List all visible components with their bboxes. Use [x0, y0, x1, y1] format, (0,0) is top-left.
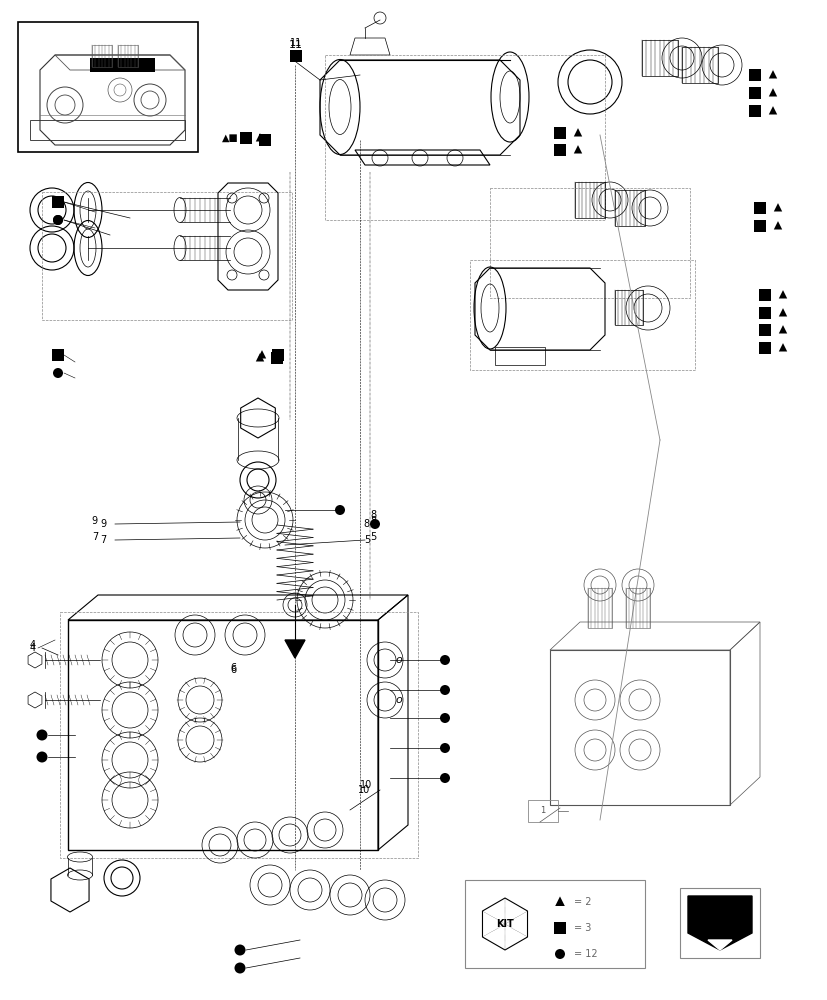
Circle shape — [53, 215, 63, 225]
Text: 9: 9 — [92, 516, 98, 526]
Text: ▲■: ▲■ — [222, 133, 238, 143]
Polygon shape — [748, 69, 760, 81]
Text: = 3: = 3 — [573, 923, 590, 933]
Polygon shape — [748, 105, 760, 117]
Polygon shape — [573, 128, 581, 137]
Polygon shape — [753, 202, 765, 214]
Circle shape — [53, 215, 63, 225]
Text: o: o — [394, 695, 401, 705]
Polygon shape — [748, 87, 760, 99]
Polygon shape — [553, 127, 566, 139]
Polygon shape — [272, 349, 284, 361]
Text: 7: 7 — [100, 535, 106, 545]
Text: = 12: = 12 — [573, 949, 597, 959]
Polygon shape — [778, 290, 786, 298]
Polygon shape — [259, 134, 270, 146]
Circle shape — [439, 743, 449, 753]
Polygon shape — [707, 940, 731, 950]
Text: 1: 1 — [540, 806, 545, 815]
Polygon shape — [778, 308, 786, 316]
Circle shape — [234, 962, 245, 973]
Polygon shape — [52, 196, 64, 208]
Polygon shape — [758, 289, 770, 301]
Polygon shape — [553, 144, 566, 156]
Text: 10: 10 — [360, 780, 372, 790]
Text: 8: 8 — [370, 510, 375, 520]
Polygon shape — [758, 307, 770, 319]
Polygon shape — [553, 922, 566, 934]
Polygon shape — [270, 352, 283, 364]
Polygon shape — [289, 50, 302, 62]
Circle shape — [36, 752, 47, 762]
Circle shape — [53, 368, 63, 378]
Polygon shape — [256, 133, 264, 142]
Polygon shape — [52, 196, 64, 208]
Polygon shape — [758, 324, 770, 336]
Circle shape — [439, 773, 449, 783]
Circle shape — [439, 713, 449, 723]
Text: 4: 4 — [30, 643, 36, 653]
Text: 11: 11 — [289, 38, 302, 48]
Polygon shape — [90, 58, 155, 72]
Text: = 2: = 2 — [573, 897, 590, 907]
Polygon shape — [778, 325, 786, 334]
Polygon shape — [243, 135, 252, 144]
Text: 5: 5 — [363, 535, 370, 545]
Polygon shape — [768, 70, 777, 79]
Text: 8: 8 — [363, 519, 370, 529]
Polygon shape — [768, 88, 777, 97]
Circle shape — [370, 519, 380, 529]
Text: 10: 10 — [357, 785, 370, 795]
Circle shape — [439, 655, 449, 665]
Polygon shape — [758, 342, 770, 354]
Polygon shape — [773, 221, 782, 230]
Text: KIT: KIT — [495, 919, 514, 929]
Polygon shape — [773, 203, 782, 212]
Polygon shape — [284, 640, 304, 658]
Circle shape — [554, 949, 564, 959]
Polygon shape — [687, 896, 751, 950]
Text: 11: 11 — [289, 40, 303, 50]
Polygon shape — [768, 106, 777, 115]
Text: o: o — [394, 655, 401, 665]
Polygon shape — [257, 350, 265, 359]
Text: 4: 4 — [30, 640, 36, 650]
Polygon shape — [753, 220, 765, 232]
Text: 5: 5 — [370, 532, 375, 542]
Text: 8: 8 — [370, 516, 375, 526]
Polygon shape — [573, 145, 581, 154]
Circle shape — [439, 685, 449, 695]
Text: 6: 6 — [230, 663, 236, 673]
Polygon shape — [555, 896, 564, 906]
Circle shape — [36, 730, 47, 740]
Polygon shape — [256, 353, 264, 361]
Polygon shape — [778, 343, 786, 352]
Text: 7: 7 — [92, 532, 98, 542]
Polygon shape — [52, 349, 64, 361]
Circle shape — [335, 505, 345, 515]
Text: 9: 9 — [100, 519, 106, 529]
Text: 6: 6 — [230, 665, 236, 675]
Polygon shape — [240, 132, 251, 144]
Circle shape — [234, 944, 245, 955]
